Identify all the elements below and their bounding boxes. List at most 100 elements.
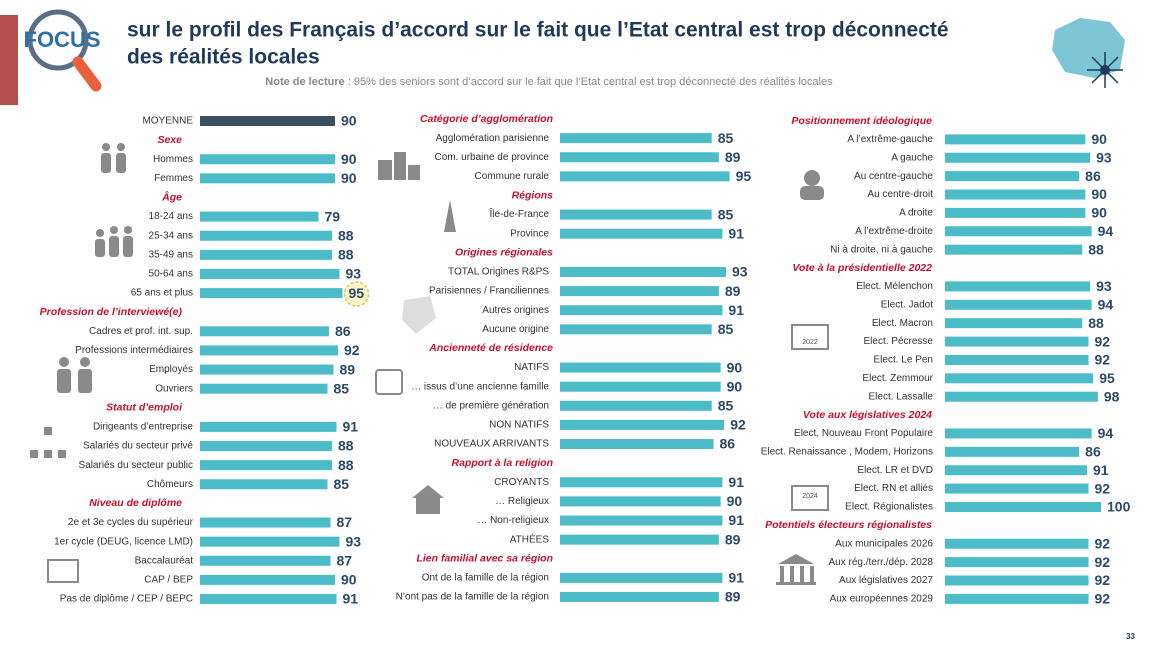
bar (200, 326, 329, 337)
bar (560, 266, 727, 277)
row-label: Elect. Régionalistes (845, 502, 933, 513)
value-label: 92 (1095, 572, 1111, 588)
bar (945, 575, 1089, 586)
row-label: … Non-religieux (477, 515, 549, 526)
row-label: … issus d’une ancienne famille (411, 381, 549, 392)
bar (945, 501, 1101, 512)
bar (945, 152, 1091, 163)
bar (945, 354, 1089, 365)
bar (200, 574, 335, 585)
row-label: NOUVEAUX ARRIVANTS (434, 439, 549, 450)
value-label: 92 (1095, 352, 1111, 368)
bar (200, 479, 328, 490)
value-label: 90 (1091, 186, 1107, 202)
row-label: A droite (899, 208, 933, 219)
value-label: 93 (346, 266, 362, 282)
bar (945, 134, 1086, 145)
note-text: : 95% des seniors sont d’accord sur le f… (348, 76, 833, 88)
value-label: 93 (732, 264, 748, 280)
row-label: Dirigeants d’entreprise (93, 422, 193, 433)
bar (560, 592, 719, 602)
row-label: A l’extrême-gauche (847, 134, 933, 145)
bar (945, 391, 1098, 402)
bar (945, 428, 1092, 439)
bar (200, 594, 337, 604)
value-label: 88 (1088, 241, 1104, 257)
row-label: Elect. Jadot (881, 299, 933, 310)
section-heading: Sexe (157, 134, 182, 146)
bar (560, 515, 723, 526)
row-label: Au centre-gauche (854, 171, 933, 182)
row-label: Salariés du secteur privé (83, 441, 193, 452)
row-label: Commune rurale (475, 171, 550, 182)
row-label: Ouvriers (155, 383, 193, 394)
bar (560, 133, 712, 144)
bar (945, 281, 1091, 292)
row-label: Île-de-France (489, 207, 550, 220)
row-label: Professions intermédiaires (75, 345, 193, 356)
value-label: 91 (728, 570, 744, 586)
bar (945, 207, 1086, 218)
value-label: 89 (725, 283, 741, 299)
row-label: Femmes (154, 173, 193, 184)
value-label: 90 (341, 113, 357, 129)
value-label: 91 (728, 512, 744, 528)
section-heading: Âge (161, 190, 182, 203)
value-label: 90 (341, 170, 357, 186)
value-label: 93 (1096, 278, 1112, 294)
section-heading: Niveau de diplôme (89, 497, 182, 509)
bar (945, 226, 1092, 237)
row-label: CROYANTS (494, 477, 549, 488)
row-label: N’ont pas de la famille de la région (396, 592, 549, 603)
ballot-label: 2024 (802, 493, 818, 500)
bar (200, 364, 334, 375)
value-label: 86 (335, 323, 351, 339)
row-label: Au centre-droit (867, 189, 933, 200)
value-label: 85 (334, 380, 350, 396)
bar (945, 189, 1086, 200)
bar (945, 373, 1094, 384)
row-label: Parisiennes / Franciliennes (429, 286, 549, 297)
row-label: Elect. Pécresse (864, 336, 934, 347)
row-label: MOYENNE (142, 116, 193, 127)
row-label: Cadres et prof. int. sup. (89, 326, 193, 337)
bar (560, 362, 721, 373)
row-label: Elect. Nouveau Front Populaire (794, 428, 933, 439)
bar (200, 230, 332, 241)
value-label: 85 (718, 130, 734, 146)
row-label: … Religieux (495, 496, 549, 507)
row-label: 65 ans et plus (131, 288, 193, 299)
bar (945, 318, 1083, 329)
value-label: 88 (338, 227, 354, 243)
title-line: des réalités locales (127, 46, 320, 69)
value-label: 95 (349, 285, 365, 301)
value-label: 85 (718, 398, 734, 414)
bar (560, 439, 714, 450)
bar (560, 419, 725, 430)
value-label: 94 (1098, 297, 1114, 313)
section-heading: Origines régionales (455, 247, 553, 259)
value-label: 92 (344, 342, 360, 358)
value-label: 90 (727, 359, 743, 375)
bar (200, 173, 335, 184)
row-label: Com. urbaine de province (434, 152, 549, 163)
row-label: Hommes (153, 154, 193, 165)
value-label: 93 (1096, 149, 1112, 165)
section-heading: Statut d’emploi (106, 402, 183, 414)
value-label: 98 (1104, 388, 1120, 404)
row-label: Autres origines (482, 305, 549, 316)
note-label: Note de lecture (265, 76, 344, 88)
row-label: Elect. Renaissance , Modem, Horizons (761, 446, 933, 457)
section-heading: Régions (512, 189, 554, 201)
row-label: CAP / BEP (144, 575, 193, 586)
bar (560, 152, 719, 163)
bar (200, 268, 340, 279)
value-label: 90 (727, 378, 743, 394)
row-label: Ni à droite, ni à gauche (830, 244, 933, 255)
value-label: 90 (727, 493, 743, 509)
row-label: A l’extrême-droite (855, 226, 933, 237)
bar (560, 477, 723, 488)
value-label: 93 (346, 533, 362, 549)
value-label: 91 (728, 302, 744, 318)
